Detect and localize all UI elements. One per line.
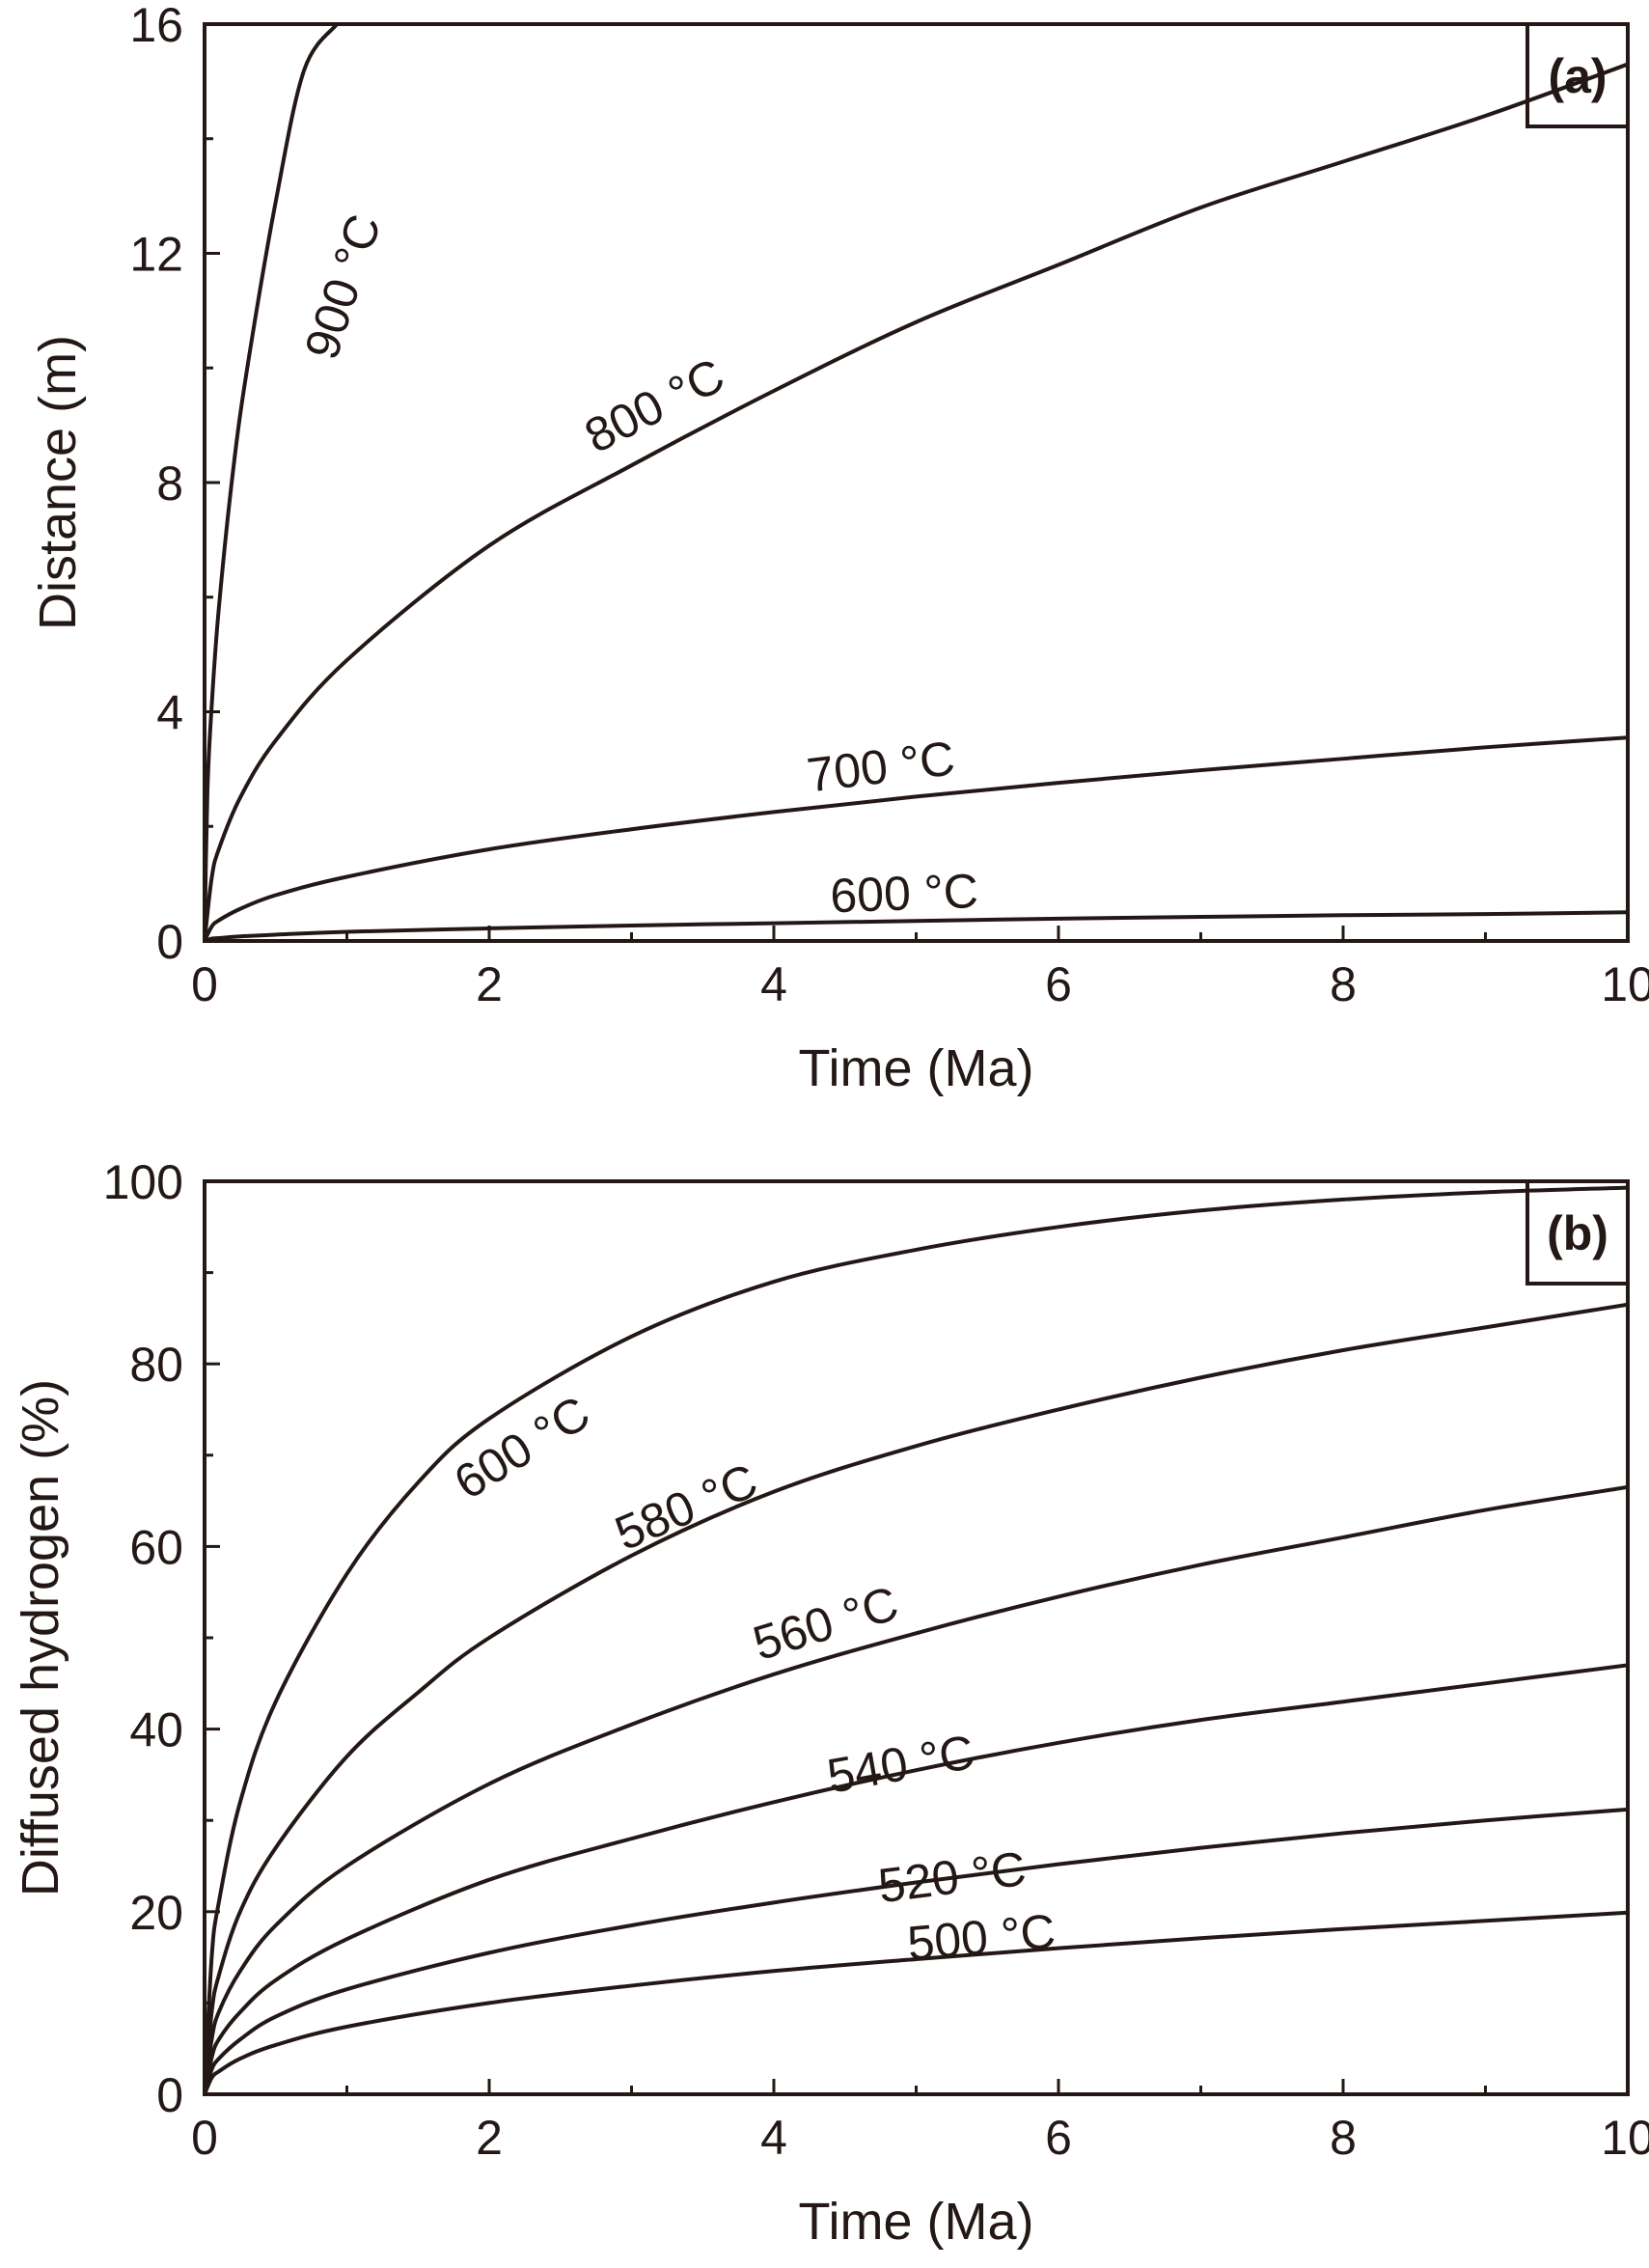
x-tick-label: 8 bbox=[1330, 957, 1357, 1011]
series-line-600c bbox=[205, 910, 1628, 941]
series-label: 540 °C bbox=[823, 1725, 978, 1804]
series-label: 580 °C bbox=[608, 1453, 765, 1561]
series-label: 560 °C bbox=[747, 1576, 904, 1671]
x-tick-label: 4 bbox=[760, 957, 787, 1011]
x-axis-title: Time (Ma) bbox=[799, 1039, 1034, 1097]
series-line-500c bbox=[205, 1910, 1628, 2094]
y-tick-label: 4 bbox=[156, 686, 183, 740]
panel-tag-box bbox=[1525, 1179, 1630, 1286]
x-tick-label: 4 bbox=[760, 2111, 787, 2165]
x-tick-label: 0 bbox=[191, 2111, 218, 2165]
x-tick-label: 10 bbox=[1601, 957, 1649, 1011]
series-line-600c bbox=[205, 1185, 1628, 2094]
y-tick-label: 8 bbox=[156, 456, 183, 511]
series-label: 500 °C bbox=[905, 1904, 1058, 1971]
y-tick-label: 16 bbox=[129, 0, 183, 52]
y-tick-label: 80 bbox=[129, 1338, 183, 1392]
y-tick-label: 12 bbox=[129, 228, 183, 282]
series-line-580c bbox=[205, 1302, 1628, 2094]
y-tick-label: 60 bbox=[129, 1520, 183, 1574]
y-tick-label: 40 bbox=[129, 1703, 183, 1757]
y-tick-label: 20 bbox=[129, 1886, 183, 1940]
series-label: 600 °C bbox=[829, 864, 978, 923]
series-line-560c bbox=[205, 1484, 1628, 2094]
series-line-800c bbox=[205, 62, 1628, 941]
series-label: 700 °C bbox=[804, 731, 957, 802]
x-tick-label: 0 bbox=[191, 957, 218, 1011]
x-tick-label: 6 bbox=[1045, 2111, 1072, 2165]
x-axis-title: Time (Ma) bbox=[799, 2193, 1034, 2251]
y-axis-title: Distance (m) bbox=[29, 335, 87, 630]
series-line-900c bbox=[205, 24, 340, 941]
y-tick-label: 100 bbox=[103, 1155, 183, 1209]
panel-a-chart: 0 2 4 6 8 10 0 4 8 12 16 Time (Ma) Distance (m) 900 °… bbox=[29, 0, 1649, 1097]
panel-tag: (a) bbox=[1548, 49, 1607, 103]
series-label: 600 °C bbox=[445, 1386, 599, 1510]
x-tick-label: 6 bbox=[1045, 957, 1072, 1011]
series-line-520c bbox=[205, 1807, 1628, 2094]
series-label: 800 °C bbox=[576, 348, 732, 464]
x-tick-label: 8 bbox=[1330, 2111, 1357, 2165]
series-line-540c bbox=[205, 1663, 1628, 2094]
x-tick-label: 2 bbox=[476, 957, 503, 1011]
x-tick-label: 2 bbox=[476, 2111, 503, 2165]
y-axis-title: Diffused hydrogen (%) bbox=[12, 1379, 69, 1896]
series-label: 520 °C bbox=[875, 1841, 1029, 1913]
x-tick-label: 10 bbox=[1601, 2111, 1649, 2165]
panel-tag: (b) bbox=[1547, 1206, 1608, 1260]
series-line-700c bbox=[205, 735, 1628, 941]
panel-tag-box bbox=[1525, 22, 1630, 128]
plot-frame bbox=[203, 22, 1630, 943]
series-label: 900 °C bbox=[294, 207, 392, 365]
y-tick-label: 0 bbox=[156, 915, 183, 969]
y-tick-label: 0 bbox=[156, 2068, 183, 2122]
